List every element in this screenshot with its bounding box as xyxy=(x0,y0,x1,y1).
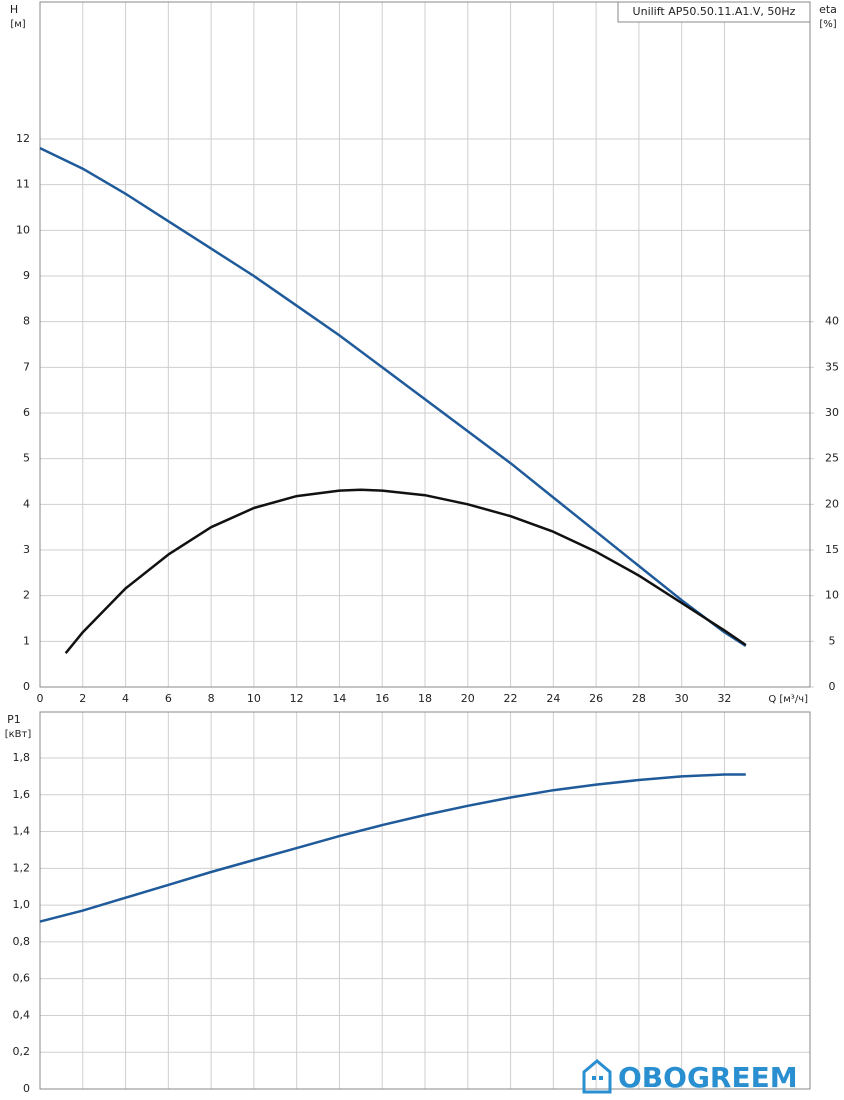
y-tick-label: 0,8 xyxy=(13,935,31,948)
y-tick-label: 10 xyxy=(16,223,30,236)
plot-frame xyxy=(39,711,811,1090)
y-tick-label: 1,4 xyxy=(13,825,31,838)
data-line xyxy=(64,488,747,654)
chart-panel: 0 2 4 6 8 10 12 14 16 18 20 22 24 26 28 30 3201234567891… xyxy=(10,1,839,705)
x-tick-label: 18 xyxy=(418,692,432,705)
y-axis-label: H xyxy=(10,3,18,16)
y-tick-label: 5 xyxy=(23,452,30,465)
x-tick-label: 14 xyxy=(332,692,346,705)
x-tick-label: 20 xyxy=(461,692,475,705)
y-tick-label: 1,6 xyxy=(13,788,31,801)
y2-tick-label: 20 xyxy=(825,497,839,510)
y-tick-label: 3 xyxy=(23,543,30,556)
y-tick-label: 11 xyxy=(16,178,30,191)
legend-title: Unilift AP50.50.11.A1.V, 50Hz xyxy=(633,5,796,18)
x-tick-label: 32 xyxy=(717,692,731,705)
y-tick-label: 0,6 xyxy=(13,972,31,985)
y-tick-label: 0,4 xyxy=(13,1008,31,1021)
logo-icon-window xyxy=(592,1076,596,1080)
x-axis-label: Q [м³/ч] xyxy=(768,694,808,705)
y-tick-label: 8 xyxy=(23,315,30,328)
y-axis-unit: [м] xyxy=(10,19,25,30)
y-tick-label: 4 xyxy=(23,497,30,510)
y2-tick-label: 5 xyxy=(829,634,836,647)
y-axis-label: P1 xyxy=(7,713,21,726)
chart-panel: 0 0,2 0,4 0,6 0,8 1,0 1,2 1,4 1,6 1,8 P1 [кВт] xyxy=(5,711,811,1095)
y2-tick-label: 0 xyxy=(829,680,836,693)
y2-tick-label: 30 xyxy=(825,406,839,419)
x-tick-label: 16 xyxy=(375,692,389,705)
x-tick-label: 12 xyxy=(290,692,304,705)
y-tick-label: 12 xyxy=(16,132,30,145)
x-tick-label: 0 xyxy=(37,692,44,705)
y-tick-label: 2 xyxy=(23,589,30,602)
y-tick-label: 6 xyxy=(23,406,30,419)
watermark-text: OBOGREEM xyxy=(618,1061,798,1094)
y-axis-unit: [кВт] xyxy=(5,729,32,740)
x-tick-label: 2 xyxy=(79,692,86,705)
y-tick-label: 9 xyxy=(23,269,30,282)
y2-tick-label: 10 xyxy=(825,589,839,602)
x-tick-label: 30 xyxy=(675,692,689,705)
y-tick-label: 1,8 xyxy=(13,751,31,764)
y-tick-label: 7 xyxy=(23,360,30,373)
legend-box xyxy=(617,1,811,23)
y2-axis-unit: [%] xyxy=(819,19,836,30)
x-tick-label: 4 xyxy=(122,692,129,705)
y2-tick-label: 25 xyxy=(825,452,839,465)
y2-tick-label: 40 xyxy=(825,315,839,328)
plot-frame xyxy=(39,1,811,688)
x-tick-label: 26 xyxy=(589,692,603,705)
x-tick-label: 22 xyxy=(504,692,518,705)
logo-icon xyxy=(582,1059,612,1094)
x-tick-label: 28 xyxy=(632,692,646,705)
x-tick-label: 8 xyxy=(208,692,215,705)
charts: 0 2 4 6 8 10 12 14 16 18 20 22 24 26 28 30 3201234567891… xyxy=(5,1,839,1095)
x-tick-label: 24 xyxy=(546,692,560,705)
y-tick-label: 0 xyxy=(23,680,30,693)
y-tick-label: 1,0 xyxy=(13,898,31,911)
y2-tick-label: 15 xyxy=(825,543,839,556)
y-tick-label: 1 xyxy=(23,634,30,647)
y2-tick-label: 35 xyxy=(825,360,839,373)
y-tick-label: 1,2 xyxy=(13,861,31,874)
x-tick-label: 10 xyxy=(247,692,261,705)
logo-icon-window xyxy=(599,1076,603,1080)
watermark-logo: OBOGREEM xyxy=(582,1059,798,1094)
data-line xyxy=(39,773,746,923)
y-tick-label: 0,2 xyxy=(13,1045,31,1058)
y-tick-label: 0 xyxy=(23,1082,30,1095)
x-tick-label: 6 xyxy=(165,692,172,705)
y2-axis-label: eta xyxy=(819,3,837,16)
data-line xyxy=(39,146,747,647)
